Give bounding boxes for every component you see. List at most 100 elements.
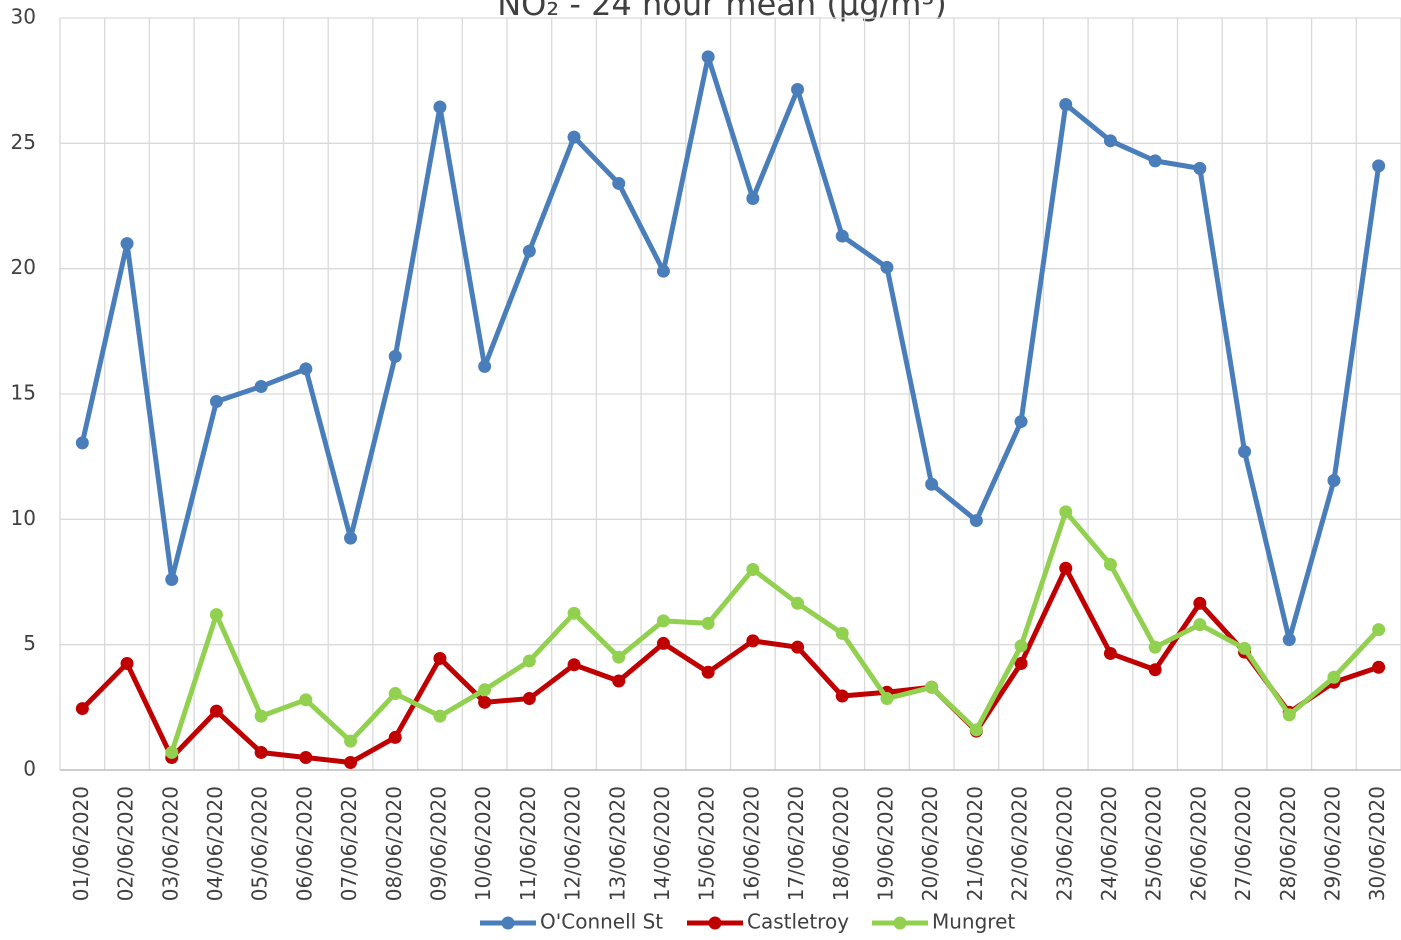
x-tick-label: 16/06/2020: [739, 786, 763, 901]
series-line: [80, 565, 1380, 765]
data-point: [880, 260, 894, 274]
data-point: [1059, 97, 1073, 111]
data-point: [701, 616, 715, 630]
data-point: [567, 606, 581, 620]
data-point: [388, 687, 402, 701]
data-point: [344, 734, 358, 748]
x-tick-label: 06/06/2020: [292, 786, 316, 901]
data-point: [969, 723, 983, 737]
x-tick-label: 09/06/2020: [426, 786, 450, 901]
data-point: [433, 100, 447, 114]
x-tick-label: 23/06/2020: [1052, 786, 1076, 901]
data-point: [254, 745, 268, 759]
data-point: [478, 683, 492, 697]
data-point: [1014, 639, 1028, 653]
data-point: [75, 436, 89, 450]
data-point: [1327, 670, 1341, 684]
data-point: [746, 562, 760, 576]
data-point: [522, 654, 536, 668]
data-point: [75, 702, 89, 716]
data-point: [1103, 557, 1117, 571]
data-point: [701, 50, 715, 64]
data-point: [925, 477, 939, 491]
x-tick-label: 20/06/2020: [918, 786, 942, 901]
data-point: [388, 349, 402, 363]
x-tick-label: 07/06/2020: [337, 786, 361, 901]
data-point: [612, 176, 626, 190]
x-tick-label: 11/06/2020: [516, 786, 540, 901]
data-point: [746, 634, 760, 648]
chart-title: NO₂ - 24 hour mean (µg/m³): [497, 0, 947, 23]
data-point: [209, 704, 223, 718]
y-tick-label: 20: [11, 255, 36, 279]
y-tick-label: 30: [11, 5, 36, 29]
data-point: [791, 82, 805, 96]
x-tick-label: 18/06/2020: [829, 786, 853, 901]
data-point: [701, 665, 715, 679]
data-point: [1148, 154, 1162, 168]
y-tick-label: 0: [23, 757, 36, 781]
data-point: [1238, 641, 1252, 655]
data-point: [567, 130, 581, 144]
data-point: [344, 531, 358, 545]
data-point: [254, 379, 268, 393]
data-point: [1103, 646, 1117, 660]
data-point: [433, 709, 447, 723]
data-point: [835, 689, 849, 703]
data-point: [344, 755, 358, 769]
x-tick-label: 30/06/2020: [1365, 786, 1389, 901]
legend-marker: [893, 916, 907, 930]
x-tick-label: 15/06/2020: [695, 786, 719, 901]
x-tick-label: 22/06/2020: [1008, 786, 1032, 901]
data-point: [1059, 561, 1073, 575]
x-tick-label: 27/06/2020: [1231, 786, 1255, 901]
data-point: [835, 229, 849, 243]
data-point: [165, 745, 179, 759]
data-point: [835, 626, 849, 640]
data-point: [1193, 618, 1207, 632]
data-point: [1282, 708, 1296, 722]
x-tick-label: 17/06/2020: [784, 786, 808, 901]
data-point: [1282, 633, 1296, 647]
x-tick-label: 10/06/2020: [471, 786, 495, 901]
data-point: [612, 650, 626, 664]
data-point: [925, 680, 939, 694]
data-point: [656, 614, 670, 628]
y-tick-label: 25: [11, 130, 36, 154]
x-tick-label: 29/06/2020: [1320, 786, 1344, 901]
data-point: [1148, 663, 1162, 677]
legend-label: Mungret: [932, 910, 1015, 934]
x-tick-label: 19/06/2020: [873, 786, 897, 901]
x-tick-label: 25/06/2020: [1142, 786, 1166, 901]
data-point: [1372, 623, 1386, 637]
y-tick-label: 5: [23, 631, 36, 655]
data-point: [209, 608, 223, 622]
data-point: [433, 651, 447, 665]
data-point: [969, 514, 983, 528]
legend-label: Castletroy: [747, 910, 849, 934]
x-tick-label: 04/06/2020: [203, 786, 227, 901]
data-point: [1327, 473, 1341, 487]
data-point: [522, 244, 536, 258]
legend-marker: [708, 916, 722, 930]
x-tick-label: 12/06/2020: [561, 786, 585, 901]
data-point: [1014, 415, 1028, 429]
series-line: [169, 509, 1381, 754]
data-point: [299, 362, 313, 376]
data-point: [120, 656, 134, 670]
data-point: [522, 692, 536, 706]
legend-marker: [501, 916, 515, 930]
data-point: [791, 596, 805, 610]
x-tick-label: 24/06/2020: [1097, 786, 1121, 901]
data-point: [478, 359, 492, 373]
data-point: [1372, 159, 1386, 173]
legend-label: O'Connell St: [540, 910, 663, 934]
data-point: [791, 640, 805, 654]
x-tick-label: 01/06/2020: [69, 786, 93, 901]
data-point: [1148, 640, 1162, 654]
x-tick-label: 26/06/2020: [1186, 786, 1210, 901]
data-point: [1238, 445, 1252, 459]
data-point: [656, 636, 670, 650]
data-point: [478, 695, 492, 709]
